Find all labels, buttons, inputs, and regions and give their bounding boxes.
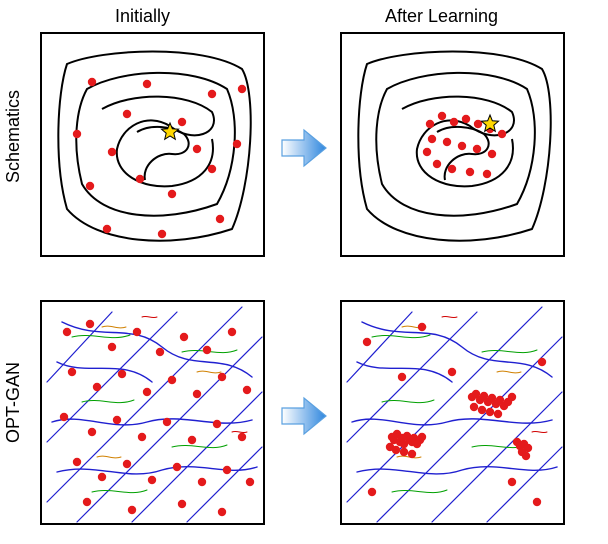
panel-optgan-after bbox=[340, 300, 565, 525]
row-label-schematics: Schematics bbox=[3, 90, 24, 183]
panel-optgan-initial bbox=[40, 300, 265, 525]
arrow-top bbox=[280, 128, 328, 168]
col-label-initially: Initially bbox=[115, 6, 170, 27]
arrow-bottom bbox=[280, 396, 328, 436]
svg-tr bbox=[342, 34, 567, 259]
svg-br bbox=[342, 302, 567, 527]
panel-schematic-after bbox=[340, 32, 565, 257]
col-label-after: After Learning bbox=[385, 6, 498, 27]
panel-schematic-initial bbox=[40, 32, 265, 257]
svg-tl bbox=[42, 34, 267, 259]
row-label-optgan: OPT-GAN bbox=[3, 362, 24, 443]
svg-bl bbox=[42, 302, 267, 527]
